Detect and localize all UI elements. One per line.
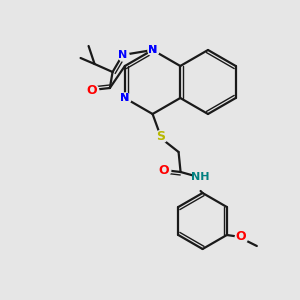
Text: S: S (156, 130, 165, 142)
Text: O: O (236, 230, 246, 244)
Text: NH: NH (191, 172, 210, 182)
Text: N: N (148, 45, 157, 55)
Text: N: N (120, 93, 130, 103)
Text: N: N (118, 50, 127, 60)
Text: O: O (86, 83, 97, 97)
Text: O: O (158, 164, 169, 176)
Text: N: N (120, 93, 130, 103)
Text: N: N (148, 45, 157, 55)
